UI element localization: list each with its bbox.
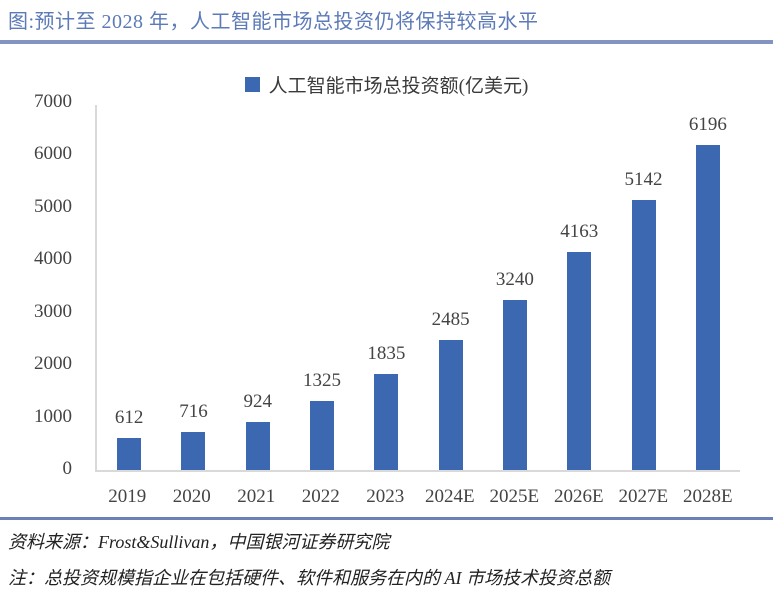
figure-footer: 资料来源：Frost&Sullivan，中国银河证券研究院 注：总投资规模指企业… (0, 520, 773, 591)
y-axis-ticks: 0 1000 2000 3000 4000 5000 6000 7000 (0, 91, 72, 479)
bar-value-label: 612 (114, 406, 144, 428)
bar-slot: 2485 (418, 105, 482, 470)
plot-area: 612 716 924 1325 1835 2485 3240 4163 5142 6196 (95, 105, 740, 472)
bar-value-label: 1325 (303, 369, 342, 391)
figure-title: 图:预计至 2028 年，人工智能市场总投资仍将保持较高水平 (8, 11, 539, 33)
bar (117, 437, 142, 470)
bar-value-label: 6196 (688, 114, 727, 136)
x-axis-label: 2020 (172, 486, 211, 507)
title-divider (0, 40, 773, 44)
x-axis-label: 2023 (366, 486, 405, 507)
bar-value-label: 2485 (431, 308, 470, 330)
y-tick-label: 4000 (34, 248, 72, 270)
x-axis-label: 2022 (301, 486, 340, 507)
bar-slot: 6196 (676, 105, 740, 470)
chart-legend: 人工智能市场总投资额(亿美元) (0, 71, 773, 98)
bar-value-label: 3240 (495, 269, 534, 291)
x-axis-label: 2026E (553, 486, 604, 507)
bar-slot: 4163 (547, 105, 611, 470)
y-tick-label: 6000 (34, 143, 72, 165)
bar-slot: 716 (161, 105, 225, 470)
y-tick-label: 0 (62, 458, 73, 479)
x-axis-label: 2021 (237, 486, 276, 507)
x-axis-label: 2025E (489, 486, 540, 507)
x-axis-label: 2019 (108, 486, 147, 507)
bar-chart: 0 1000 2000 3000 4000 5000 6000 7000 612 716 924 1… (0, 91, 773, 517)
y-tick-label: 5000 (34, 195, 72, 217)
bar (502, 300, 527, 470)
bar-slot: 924 (226, 105, 290, 470)
bar-value-label: 5142 (624, 169, 663, 191)
bar (181, 432, 206, 470)
x-axis-label: 2024E (424, 486, 475, 507)
bar-slots: 612 716 924 1325 1835 2485 3240 4163 5142 6196 (97, 105, 740, 470)
y-tick-label: 1000 (34, 405, 72, 427)
y-tick-label: 7000 (34, 91, 72, 112)
bar-slot: 612 (97, 105, 161, 470)
bar (310, 400, 335, 470)
x-axis-labels: 2019 2020 2021 2022 2023 2024E 2025E 2026E 2027E… (95, 486, 740, 508)
bar-slot: 1835 (354, 105, 418, 470)
source-line: 资料来源：Frost&Sullivan，中国银河证券研究院 (8, 532, 390, 552)
bar-value-label: 4163 (560, 220, 599, 242)
footer-divider (0, 517, 773, 520)
y-tick-label: 2000 (34, 353, 72, 375)
legend-swatch-icon (244, 77, 260, 92)
bar (374, 373, 399, 470)
bar-value-label: 1835 (367, 342, 406, 364)
bar-slot: 3240 (483, 105, 547, 470)
bar-value-label: 924 (243, 390, 272, 412)
bar (438, 339, 463, 470)
bar (567, 251, 592, 470)
bar-value-label: 716 (179, 401, 208, 423)
note-line: 注：总投资规模指企业在包括硬件、软件和服务在内的 AI 市场技术投资总额 (8, 568, 610, 588)
x-axis-label: 2027E (618, 486, 669, 507)
x-axis-label: 2028E (682, 486, 733, 507)
bar (245, 421, 270, 470)
legend-label: 人工智能市场总投资额(亿美元) (268, 76, 529, 97)
bar (695, 145, 720, 470)
y-tick-label: 3000 (34, 300, 72, 322)
bar (631, 200, 656, 470)
bar-slot: 5142 (611, 105, 675, 470)
bar-slot: 1325 (290, 105, 354, 470)
